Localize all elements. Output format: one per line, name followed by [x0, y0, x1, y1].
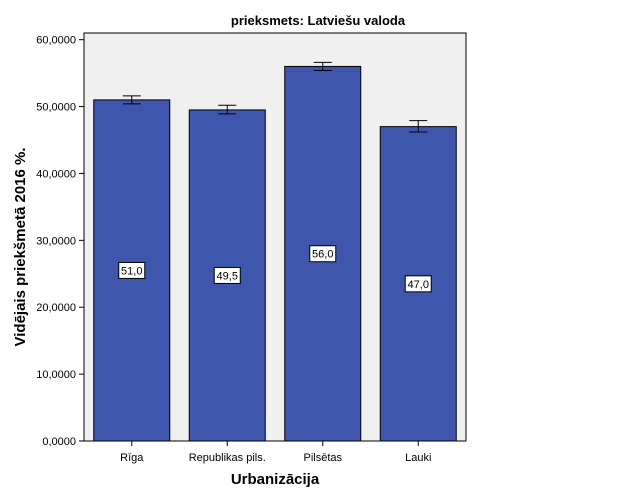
x-tick-label: Pilsētas — [303, 452, 342, 464]
y-tick-label: 30,0000 — [36, 235, 76, 247]
x-axis-title: Urbanizācija — [231, 471, 320, 488]
data-label: 47,0 — [408, 279, 429, 291]
y-tick-label: 50,0000 — [36, 102, 76, 114]
y-axis: 0,0000 10,0000 20,0000 30,0000 40,0000 50,000… — [36, 35, 84, 448]
x-tick-label: Lauki — [405, 452, 431, 464]
data-label: 51,0 — [121, 265, 142, 277]
y-tick-label: 60,0000 — [36, 35, 76, 47]
error-bars-group — [122, 61, 428, 133]
data-label-box — [118, 261, 146, 279]
data-label-box — [404, 275, 432, 293]
y-tick-label: 0,0000 — [42, 436, 76, 448]
y-tick-label: 40,0000 — [36, 168, 76, 180]
x-axis: Rīga Republikas pils. Pilsētas Lauki — [120, 441, 431, 464]
chart-title: prieksmets: Latviešu valoda — [231, 13, 406, 28]
data-label: 56,0 — [312, 249, 333, 261]
data-label-box — [213, 266, 241, 284]
x-tick-label: Republikas pils. — [189, 452, 266, 464]
data-label: 49,5 — [217, 270, 238, 282]
y-tick-label: 20,0000 — [36, 302, 76, 314]
y-axis-title: Vidējais priekšmetā 2016 %. — [12, 147, 29, 346]
data-labels-group: 51,0 49,5 56,0 47,0 — [118, 245, 432, 293]
y-tick-label: 10,0000 — [36, 369, 76, 381]
data-label-box — [309, 245, 337, 263]
x-tick-label: Rīga — [120, 452, 144, 464]
